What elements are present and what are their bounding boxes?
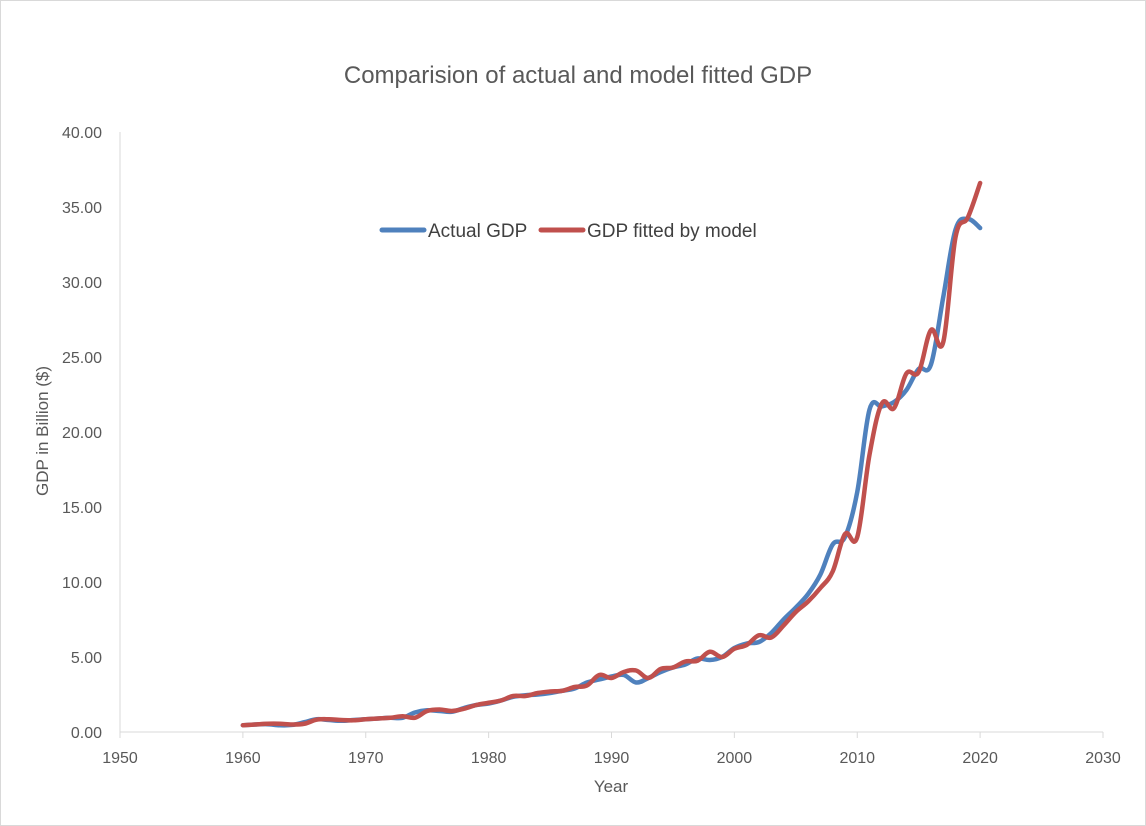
y-tick-label: 30.00 — [62, 275, 102, 292]
y-tick-label: 40.00 — [62, 125, 102, 142]
legend: Actual GDP GDP fitted by model — [379, 221, 757, 242]
x-tick-label: 1970 — [348, 750, 384, 767]
y-tick-label: 20.00 — [62, 425, 102, 442]
x-tick-label: 1950 — [102, 750, 138, 767]
y-tick-label: 10.00 — [62, 575, 102, 592]
y-tick-label: 0.00 — [71, 725, 102, 742]
chart-title: Comparision of actual and model fitted G… — [344, 62, 812, 89]
x-tick-label: 2000 — [717, 750, 753, 767]
y-tick-label: 15.00 — [62, 500, 102, 517]
x-tick-label: 2020 — [962, 750, 998, 767]
y-tick-label: 5.00 — [71, 650, 102, 667]
plot-area: 0.00 5.00 10.00 15.00 20.00 25.00 30.00 35.00 40… — [62, 125, 1121, 767]
series-line-actual-gdp — [240, 216, 983, 728]
x-axis-title: Year — [594, 777, 629, 796]
x-tick-label: 1960 — [225, 750, 261, 767]
series-line-gdp-fitted — [240, 180, 983, 728]
x-tick-label: 1990 — [594, 750, 630, 767]
x-tick-label: 2010 — [839, 750, 875, 767]
x-tick-label: 1980 — [471, 750, 507, 767]
legend-label-gdp-fitted: GDP fitted by model — [587, 221, 757, 242]
y-tick-label: 35.00 — [62, 200, 102, 217]
legend-label-actual-gdp: Actual GDP — [428, 221, 527, 242]
y-tick-label: 25.00 — [62, 350, 102, 367]
x-tick-label: 2030 — [1085, 750, 1121, 767]
y-axis-title: GDP in Billion ($) — [33, 366, 52, 496]
